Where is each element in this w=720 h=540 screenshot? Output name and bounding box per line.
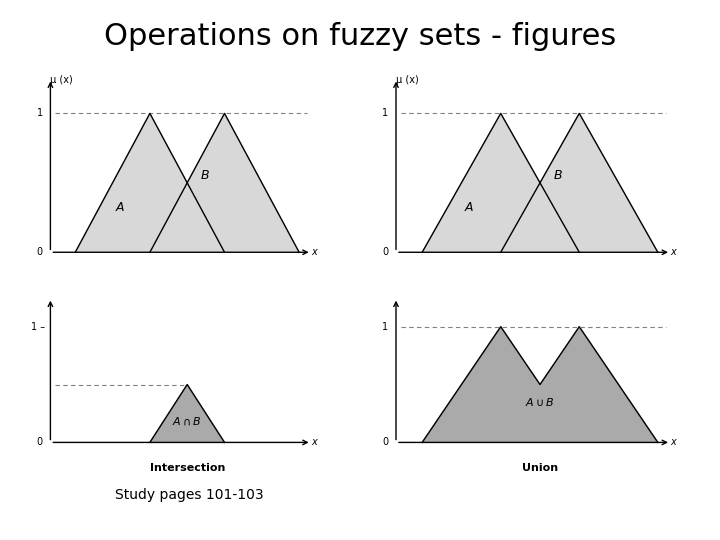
Text: Union: Union: [522, 463, 558, 473]
Text: 0: 0: [382, 437, 388, 448]
Text: 1: 1: [382, 322, 388, 332]
Text: Study pages 101-103: Study pages 101-103: [115, 488, 264, 502]
Text: 1: 1: [37, 109, 43, 118]
Text: x: x: [670, 437, 676, 448]
Text: B: B: [554, 170, 562, 183]
Text: Operations on fuzzy sets - figures: Operations on fuzzy sets - figures: [104, 22, 616, 51]
Text: 0: 0: [382, 247, 388, 257]
Text: $A \cup B$: $A \cup B$: [525, 396, 555, 408]
Text: A: A: [116, 201, 125, 214]
Text: B: B: [200, 170, 209, 183]
Polygon shape: [500, 113, 658, 252]
Text: x: x: [311, 247, 317, 257]
Text: 1 –: 1 –: [30, 322, 45, 332]
Text: x: x: [670, 247, 676, 257]
Polygon shape: [76, 113, 225, 252]
Text: x: x: [311, 437, 317, 448]
Text: 0: 0: [37, 437, 43, 448]
Text: $A \cap B$: $A \cap B$: [172, 416, 202, 428]
Polygon shape: [150, 113, 299, 252]
Polygon shape: [422, 113, 580, 252]
Text: 0: 0: [37, 247, 43, 257]
Polygon shape: [150, 384, 225, 442]
Text: Intersection: Intersection: [150, 463, 225, 473]
Text: μ (x): μ (x): [50, 75, 73, 85]
Text: μ (x): μ (x): [396, 75, 419, 85]
Text: A: A: [465, 201, 474, 214]
Text: 1: 1: [382, 109, 388, 118]
Polygon shape: [422, 327, 658, 442]
